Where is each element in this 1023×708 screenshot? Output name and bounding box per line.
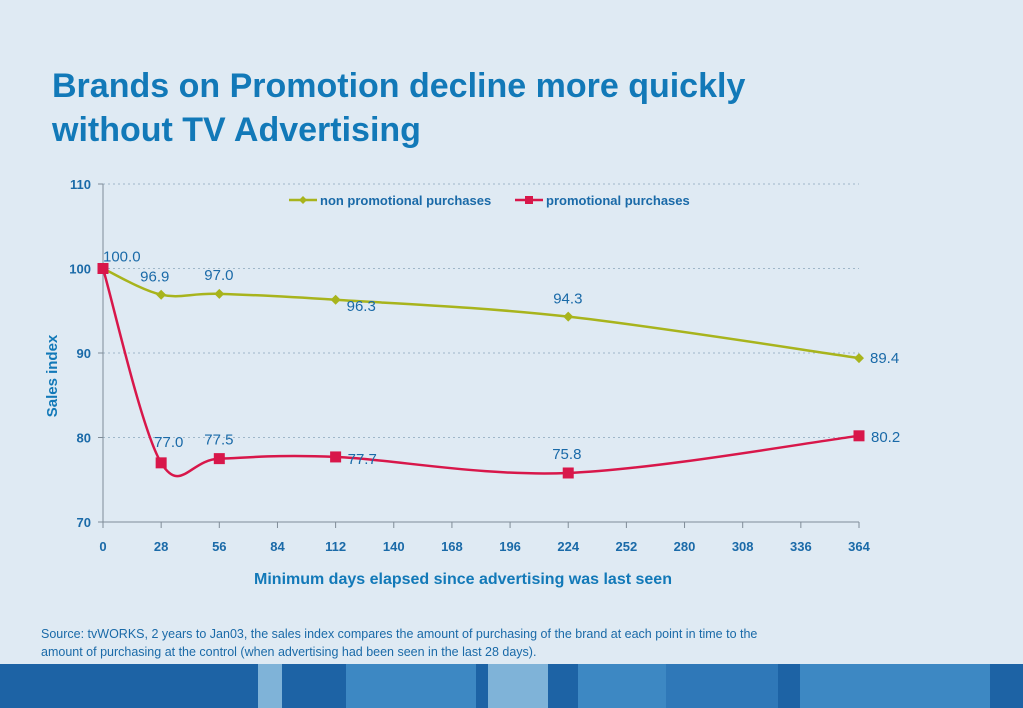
series [97,263,865,479]
x-tick-label: 168 [441,539,463,554]
data-point [330,451,342,463]
footer-block [548,664,578,708]
footer-block [282,664,346,708]
data-point [156,289,167,300]
footer-block [488,664,548,708]
footer-block [990,664,1023,708]
data-label: 89.4 [870,350,899,367]
data-point [562,467,574,479]
legend: non promotional purchases promotional pur… [289,193,690,208]
data-label: 77.5 [204,432,233,449]
y-tick-labels: 70 80 90 100 110 [69,177,103,530]
legend-item: non promotional purchases [289,193,491,208]
legend-marker [525,196,533,204]
footer-block [778,664,800,708]
x-tick-label: 224 [557,539,579,554]
source-note: Source: tvWORKS, 2 years to Jan03, the s… [41,625,941,661]
footer-block [258,664,282,708]
footer-block [476,664,488,708]
title-line-1: Brands on Promotion decline more quickly [52,67,746,105]
footer-block [666,664,778,708]
footer-block [0,664,258,708]
footer-block [578,664,666,708]
data-labels: 100.0 96.9 97.0 96.3 94.3 89.4 77.0 77.5 77.7 75.… [103,249,900,468]
x-tick-label: 336 [790,539,812,554]
x-tick-label: 112 [325,539,346,554]
legend-marker [299,196,307,204]
data-point [854,353,864,364]
series-promotional [97,263,865,479]
legend-label: promotional purchases [546,193,690,208]
grid-lines [103,183,859,438]
data-label: 96.9 [140,269,169,286]
data-point [213,453,225,465]
x-tick-label: 28 [154,539,168,554]
data-label: 77.0 [154,434,183,451]
y-tick-label: 100 [69,262,91,277]
y-tick-label: 90 [77,346,91,361]
x-axis-title: Minimum days elapsed since advertising w… [254,571,672,588]
x-tick-label: 280 [674,539,696,554]
x-tick-label: 308 [732,539,754,554]
data-label: 100.0 [103,249,141,266]
data-label: 75.8 [552,446,581,463]
source-line-2: amount of purchasing at the control (whe… [41,645,537,659]
data-label: 77.7 [348,451,377,468]
data-label: 97.0 [204,267,233,284]
series-non-promotional [98,263,864,364]
footer-decoration [0,664,1023,708]
x-tick-label: 0 [99,539,106,554]
source-line-1: Source: tvWORKS, 2 years to Jan03, the s… [41,627,758,641]
y-tick-label: 70 [77,515,91,530]
x-tick-label: 140 [383,539,405,554]
x-tick-label: 364 [848,539,870,554]
data-point [155,457,167,469]
x-tick-labels: 0 28 56 84 112 140 168 196 224 252 280 308 336 364 [99,522,871,554]
line-chart: 70 80 90 100 110 0 28 56 84 112 140 168 196 224 252 28… [44,177,900,588]
y-tick-label: 110 [70,177,91,192]
legend-label: non promotional purchases [320,193,491,208]
data-point [97,263,109,274]
y-axis-title: Sales index [44,334,61,417]
x-tick-label: 252 [616,539,638,554]
data-point [563,311,574,322]
data-point [214,288,225,299]
x-tick-label: 56 [212,539,226,554]
footer-block [800,664,990,708]
series-line [101,268,860,478]
data-label: 96.3 [347,298,376,315]
x-tick-label: 196 [499,539,521,554]
data-label: 94.3 [553,291,582,308]
data-point [853,430,865,442]
data-label: 80.2 [871,429,900,446]
y-tick-label: 80 [77,431,91,446]
title-line-2: without TV Advertising [52,111,421,149]
footer-block [346,664,476,708]
data-point [330,294,341,305]
x-tick-label: 84 [270,539,285,554]
page-title: Brands on Promotion decline more quickly… [52,64,952,152]
legend-item: promotional purchases [515,193,690,208]
